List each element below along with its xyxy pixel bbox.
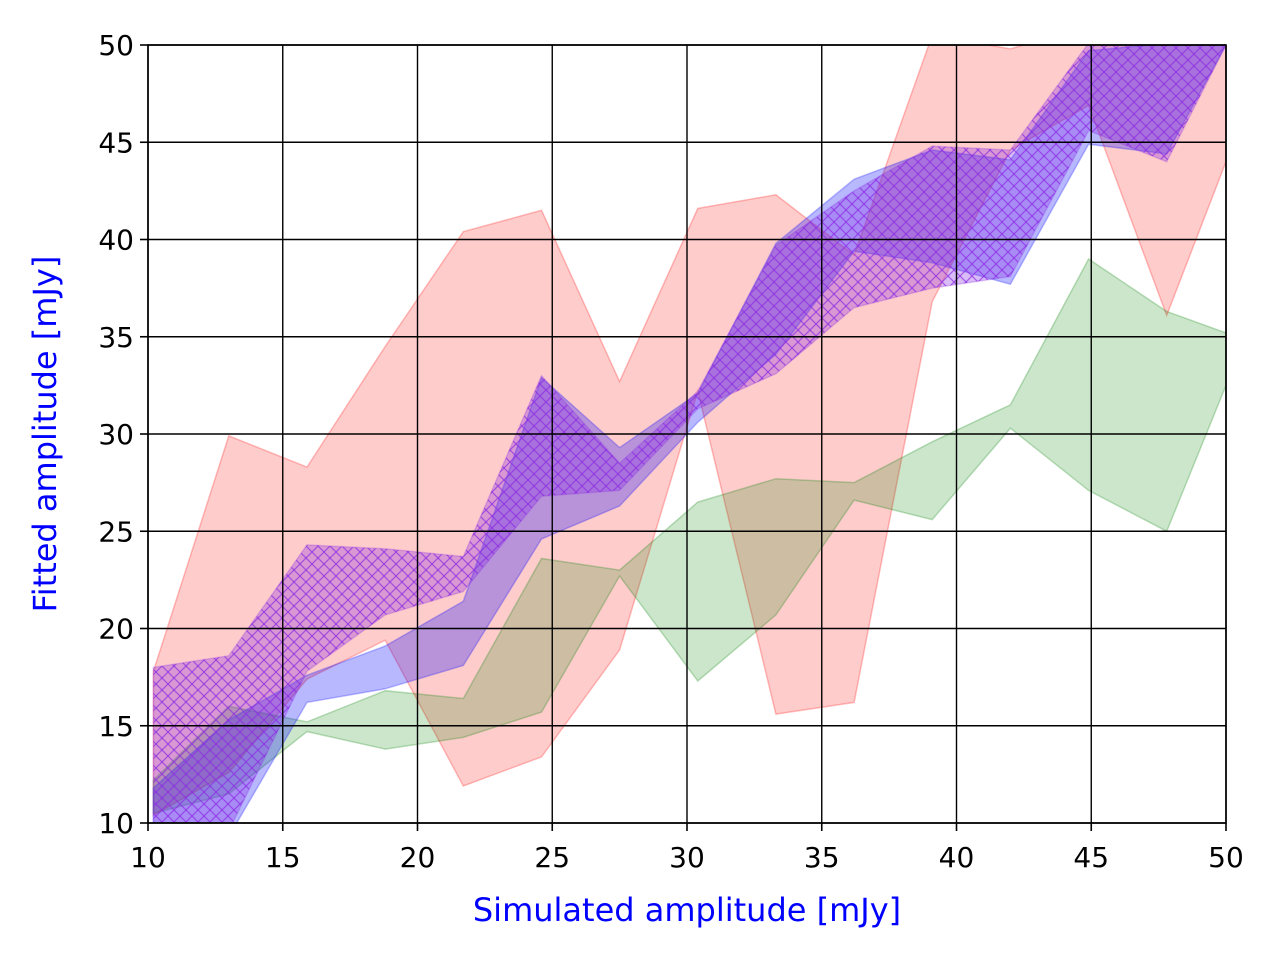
x-tick-label: 20 [400,841,436,874]
y-axis-label: Fitted amplitude [mJy] [26,256,64,613]
y-tick-label: 50 [98,29,134,62]
x-axis-label: Simulated amplitude [mJy] [473,891,901,929]
y-ticks: 10 15 20 25 30 35 40 45 50 [98,29,148,840]
x-ticks: 10 15 20 25 30 35 40 45 50 [130,823,1244,874]
x-tick-label: 25 [534,841,570,874]
x-tick-label: 45 [1073,841,1109,874]
x-tick-label: 50 [1208,841,1244,874]
y-tick-label: 25 [98,515,134,548]
x-tick-label: 30 [669,841,705,874]
x-tick-label: 40 [939,841,975,874]
x-tick-label: 35 [804,841,840,874]
y-tick-label: 30 [98,418,134,451]
y-tick-label: 35 [98,321,134,354]
y-tick-label: 45 [98,126,134,159]
x-tick-label: 15 [265,841,301,874]
y-tick-label: 10 [98,807,134,840]
band-2 [152,257,1226,815]
y-tick-label: 40 [98,224,134,257]
y-tick-label: 20 [98,613,134,646]
x-tick-label: 10 [130,841,166,874]
y-tick-label: 15 [98,710,134,743]
bands-layer [152,45,1226,823]
